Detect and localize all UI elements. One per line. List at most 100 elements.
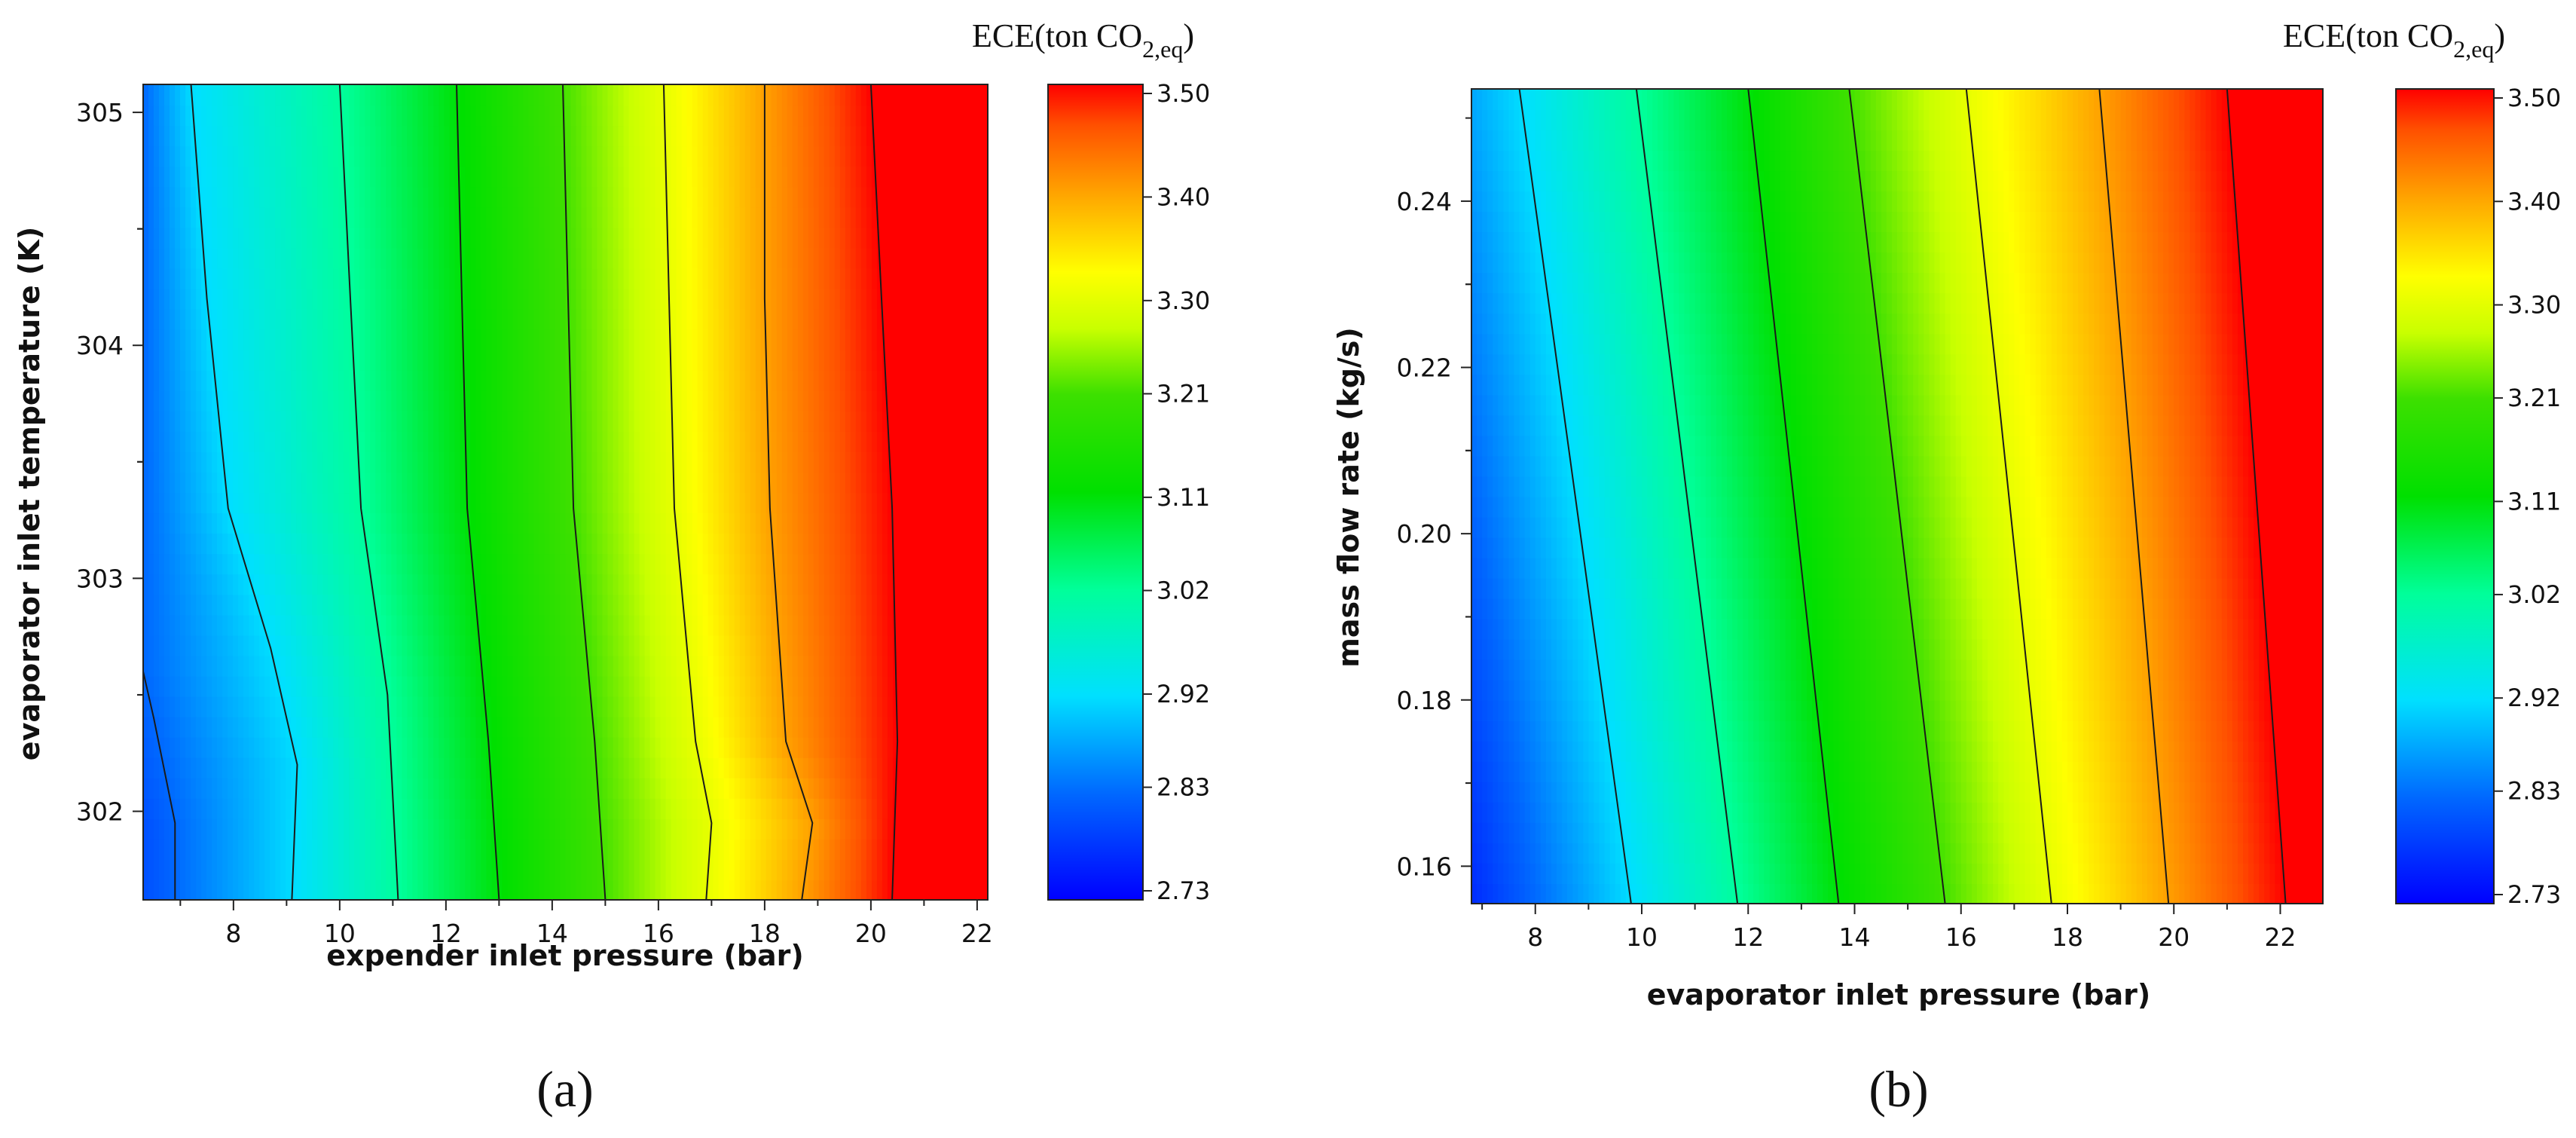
heatmap-cell — [338, 410, 345, 432]
heatmap-cell — [201, 655, 208, 677]
heatmap-cell — [365, 410, 371, 432]
heatmap-cell — [655, 655, 662, 677]
heatmap-cell — [259, 430, 266, 452]
heatmap-cell — [243, 716, 250, 738]
heatmap-cell — [317, 369, 324, 391]
heatmap-cell — [887, 430, 894, 452]
heatmap-cell — [565, 390, 572, 411]
heatmap-cell — [671, 858, 677, 880]
heatmap-cell — [365, 492, 371, 514]
heatmap-cell — [876, 390, 883, 411]
heatmap-cell — [576, 716, 582, 738]
heatmap-cell — [228, 390, 234, 411]
heatmap-cell — [918, 430, 925, 452]
heatmap-cell — [449, 635, 456, 656]
heatmap-cell — [307, 574, 313, 595]
heatmap-cell — [882, 492, 888, 514]
heatmap-cell — [924, 329, 930, 350]
heatmap-cell — [143, 390, 149, 411]
heatmap-cell — [502, 736, 509, 758]
heatmap-cell — [644, 451, 651, 473]
heatmap-cell — [982, 268, 988, 289]
heatmap-cell — [639, 594, 646, 616]
heatmap-cell — [370, 614, 377, 636]
heatmap-cell — [212, 716, 218, 738]
heatmap-cell — [824, 757, 830, 779]
heatmap-cell — [365, 880, 371, 900]
heatmap-cell — [602, 512, 609, 534]
heatmap-cell — [486, 308, 493, 330]
heatmap-cell — [460, 369, 466, 391]
heatmap-cell — [449, 777, 456, 799]
heatmap-cell — [359, 533, 366, 555]
heatmap-cell — [338, 574, 345, 595]
heatmap-cell — [533, 410, 540, 432]
heatmap-cell — [402, 797, 408, 819]
heatmap-cell — [354, 329, 361, 350]
heatmap-cell — [951, 329, 957, 350]
heatmap-cell — [481, 451, 487, 473]
heatmap-cell — [781, 553, 788, 575]
heatmap-cell — [707, 777, 714, 799]
heatmap-cell — [201, 880, 208, 900]
heatmap-cell — [307, 533, 313, 555]
heatmap-cell — [723, 594, 730, 616]
heatmap-cell — [676, 736, 683, 758]
heatmap-cell — [433, 696, 440, 717]
heatmap-cell — [692, 574, 698, 595]
heatmap-cell — [333, 574, 340, 595]
heatmap-cell — [676, 838, 683, 860]
heatmap-cell — [180, 329, 186, 350]
heatmap-cell — [259, 777, 266, 799]
heatmap-cell — [533, 512, 540, 534]
heatmap-cell — [433, 635, 440, 656]
heatmap-cell — [755, 288, 762, 310]
heatmap-cell — [671, 675, 677, 697]
heatmap-cell — [929, 655, 936, 677]
heatmap-cell — [956, 880, 962, 900]
heatmap-cell — [191, 614, 197, 636]
heatmap-cell — [634, 716, 640, 738]
heatmap-cell — [887, 736, 894, 758]
heatmap-cell — [338, 777, 345, 799]
heatmap-cell — [871, 838, 878, 860]
heatmap-cell — [249, 472, 255, 494]
heatmap-cell — [296, 512, 303, 534]
heatmap-cell — [644, 594, 651, 616]
heatmap-cell — [613, 533, 619, 555]
heatmap-cell — [586, 492, 593, 514]
heatmap-cell — [322, 736, 329, 758]
heatmap-cell — [407, 512, 414, 534]
heatmap-cell — [380, 390, 387, 411]
heatmap-cell — [312, 369, 319, 391]
heatmap-cell — [170, 430, 176, 452]
heatmap-cell — [940, 716, 946, 738]
heatmap-cell — [370, 472, 377, 494]
heatmap-cell — [433, 472, 440, 494]
heatmap-cell — [454, 533, 461, 555]
heatmap-cell — [565, 696, 572, 717]
heatmap-cell — [802, 553, 809, 575]
heatmap-cell — [159, 349, 165, 371]
heatmap-cell — [312, 329, 319, 350]
heatmap-cell — [744, 797, 751, 819]
heatmap-cell — [702, 574, 709, 595]
heatmap-cell — [259, 390, 266, 411]
heatmap-cell — [322, 492, 329, 514]
heatmap-cell — [581, 492, 588, 514]
heatmap-cell — [945, 369, 952, 391]
heatmap-cell — [201, 268, 208, 289]
heatmap-cell — [402, 390, 408, 411]
heatmap-cell — [154, 308, 160, 330]
heatmap-cell — [439, 574, 445, 595]
heatmap-cell — [365, 716, 371, 738]
heatmap-cell — [945, 757, 952, 779]
heatmap-cell — [185, 308, 192, 330]
heatmap-cell — [718, 655, 725, 677]
heatmap-cell — [465, 880, 472, 900]
heatmap-cell — [576, 818, 582, 840]
heatmap-cell — [412, 574, 419, 595]
heatmap-cell — [972, 838, 978, 860]
heatmap-cell — [940, 838, 946, 860]
heatmap-cell — [655, 858, 662, 880]
